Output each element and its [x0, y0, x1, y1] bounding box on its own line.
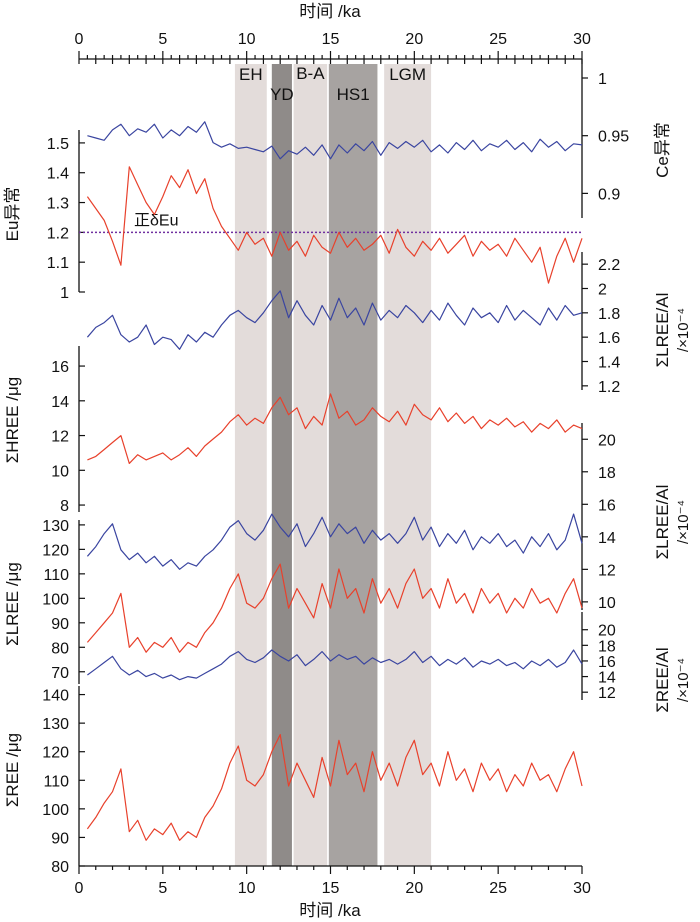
bottom-x-tick-label: 20 — [405, 880, 423, 897]
bottom-x-tick-label: 30 — [573, 880, 591, 897]
positive-eu-label: 正δEu — [134, 212, 178, 229]
panel-1-tick-label: 1 — [60, 285, 69, 302]
panel-5-tick-label: 130 — [42, 518, 69, 535]
bottom-x-tick-label: 0 — [75, 880, 84, 897]
panel-0-tick-label: 1 — [598, 71, 607, 88]
period-band-1 — [271, 64, 292, 866]
top-x-tick-label: 20 — [405, 31, 423, 48]
panel-3-axis-title: ΣHREE /μg — [3, 377, 22, 463]
panel-6-tick-label: 16 — [598, 654, 616, 671]
panel-6-tick-label: 12 — [598, 685, 616, 702]
panel-7-series-line — [86, 734, 583, 841]
panel-5-axis-title: ΣLREE /μg — [3, 562, 22, 646]
panel-7-tick-label: 120 — [42, 745, 69, 762]
panel-1-tick-label: 1.5 — [47, 136, 69, 153]
panel-5-series-line — [86, 563, 583, 653]
panel-1-tick-label: 1.1 — [47, 255, 69, 272]
panel-3-tick-label: 8 — [60, 498, 69, 515]
panel-2-tick-label: 2.2 — [598, 257, 620, 274]
period-label-4: LGM — [389, 65, 426, 84]
top-x-tick-label: 30 — [573, 31, 591, 48]
top-x-tick-label: 10 — [238, 31, 256, 48]
panel-2-tick-label: 1.2 — [598, 379, 620, 396]
panel-4-axis-unit: /×10⁻⁴ — [675, 500, 692, 544]
bottom-x-tick-label: 5 — [158, 880, 167, 897]
bottom-x-tick-label: 10 — [238, 880, 256, 897]
panel-4-tick-label: 12 — [598, 562, 616, 579]
top-x-tick-label: 5 — [158, 31, 167, 48]
panel-5-tick-label: 80 — [51, 640, 69, 657]
series-lines — [86, 121, 583, 841]
panel-7-tick-label: 80 — [51, 859, 69, 876]
panel-5-tick-label: 110 — [43, 567, 69, 584]
panel-1-tick-label: 1.3 — [47, 196, 69, 213]
panel-5-tick-label: 120 — [42, 542, 69, 559]
bottom-x-tick-label: 15 — [322, 880, 340, 897]
panel-6-tick-label: 20 — [598, 623, 616, 640]
period-label-2: B-A — [296, 64, 325, 83]
period-band-2 — [293, 64, 328, 866]
panel-0-axis-title: Ce异常 — [653, 122, 672, 178]
panel-1-axis-title: Eu异常 — [3, 187, 22, 242]
panel-4-axis-title: ΣLREE/Al — [653, 485, 672, 560]
top-x-ticks: 0 5 10 15 20 25 30 — [75, 31, 591, 64]
panel-axes: 0.9 0.95 1 Ce异常 1 1.1 1.2 1.3 1.4 1.5 Eu异常 1.2 1.4 1.… — [3, 71, 692, 876]
panel-1-tick-label: 1.4 — [47, 166, 69, 183]
period-band-3 — [328, 64, 378, 866]
bottom-x-tick-label: 25 — [489, 880, 507, 897]
positive-eu-reference: 正δEu — [79, 212, 582, 234]
panel-6-axis-title: ΣREE/Al — [653, 647, 672, 712]
panel-2-tick-label: 1.6 — [598, 330, 620, 347]
panel-7-tick-label: 100 — [42, 802, 69, 819]
top-x-tick-label: 25 — [489, 31, 507, 48]
panel-6-series-line — [87, 649, 583, 681]
panel-4-tick-label: 18 — [598, 465, 616, 482]
period-label-0: EH — [239, 65, 263, 84]
panel-2-tick-label: 1.4 — [598, 355, 620, 372]
panel-0-tick-label: 0.9 — [598, 186, 620, 203]
period-label-1: YD — [270, 85, 294, 104]
panel-3-tick-label: 12 — [51, 429, 69, 446]
period-labels: EH YDB-A HS1 LGM — [239, 64, 426, 104]
panel-5-tick-label: 70 — [51, 665, 69, 682]
panel-7-tick-label: 140 — [42, 688, 69, 705]
panel-2-axis-title: ΣLREE/Al — [653, 293, 672, 368]
period-shading — [234, 64, 432, 866]
period-band-4 — [384, 64, 432, 866]
panel-2-tick-label: 1.8 — [598, 306, 620, 323]
panel-7-tick-label: 90 — [51, 830, 69, 847]
panel-1-tick-label: 1.2 — [47, 225, 69, 242]
panel-5-tick-label: 90 — [51, 616, 69, 633]
panel-2-series-line — [86, 290, 583, 350]
top-x-tick-label: 15 — [322, 31, 340, 48]
panel-7-tick-label: 130 — [42, 716, 69, 733]
panel-2-tick-label: 2 — [598, 282, 607, 299]
panel-6-tick-label: 18 — [598, 638, 616, 655]
panel-4-tick-label: 20 — [598, 432, 616, 449]
panel-3-tick-label: 16 — [51, 359, 69, 376]
period-label-3: HS1 — [337, 85, 370, 104]
panel-4-series-line — [86, 513, 583, 570]
panel-3-series-line — [87, 393, 583, 464]
top-x-axis-title: 时间 /ka — [299, 2, 361, 21]
panel-2-axis-unit: /×10⁻⁴ — [675, 308, 692, 352]
panel-7-tick-label: 110 — [43, 773, 69, 790]
panel-6-axis-unit: /×10⁻⁴ — [675, 658, 692, 702]
top-x-tick-label: 0 — [75, 31, 84, 48]
panel-5-tick-label: 100 — [42, 591, 69, 608]
panel-6-tick-label: 14 — [598, 670, 616, 687]
panel-4-tick-label: 10 — [598, 595, 616, 612]
panel-1-series-line — [86, 166, 583, 284]
panel-7-axis-title: ΣREE /μg — [3, 733, 22, 807]
panel-3-tick-label: 10 — [51, 463, 69, 480]
panel-4-tick-label: 14 — [598, 530, 616, 547]
bottom-x-axis-title: 时间 /ka — [299, 901, 361, 920]
panel-3-tick-label: 14 — [51, 394, 69, 411]
bottom-x-ticks: 0 5 10 15 20 25 30 — [75, 866, 591, 897]
period-band-0 — [234, 64, 267, 866]
panel-0-tick-label: 0.95 — [598, 129, 629, 146]
panel-0-series-line — [87, 121, 583, 160]
panel-4-tick-label: 16 — [598, 497, 616, 514]
